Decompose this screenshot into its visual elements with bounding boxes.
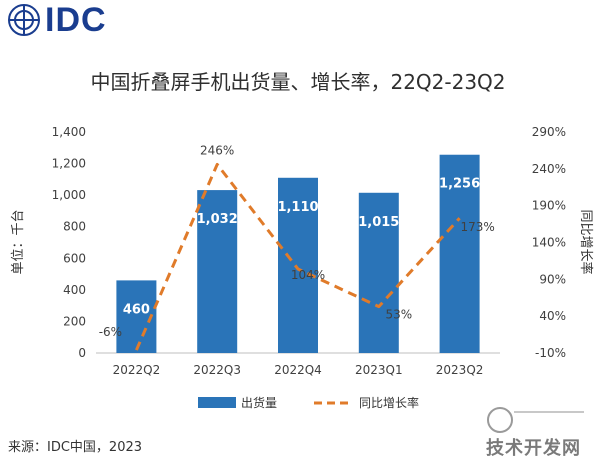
y-tick-label: 600 — [63, 251, 86, 265]
y-tick-label: 0 — [78, 346, 86, 360]
growth-value-label: 246% — [200, 143, 234, 157]
legend-bar-swatch — [198, 397, 236, 408]
x-tick-label: 2023Q1 — [355, 363, 403, 377]
bar-value-label: 1,110 — [277, 200, 318, 215]
idc-logo: IDC — [6, 2, 107, 38]
growth-value-label: 173% — [460, 220, 494, 234]
y2-axis-title: 同比增长率 — [578, 209, 594, 274]
legend-line-label: 同比增长率 — [359, 395, 419, 410]
y2-tick-label: 290% — [532, 125, 566, 139]
y-tick-label: 1,000 — [52, 188, 86, 202]
bar — [358, 192, 399, 353]
legend-bar-label: 出货量 — [241, 395, 277, 410]
x-tick-label: 2022Q2 — [113, 363, 161, 377]
bar — [197, 190, 238, 353]
y2-tick-label: 90% — [539, 272, 566, 286]
bar-value-label: 460 — [123, 302, 150, 317]
bar-value-label: 1,032 — [197, 212, 238, 227]
bar-value-label: 1,015 — [358, 215, 399, 230]
y2-tick-label: -10% — [535, 346, 566, 360]
y-tick-label: 800 — [63, 220, 86, 234]
chart-title: 中国折叠屏手机出货量、增长率，22Q2-23Q2 — [90, 70, 506, 94]
y-tick-label: 400 — [63, 283, 86, 297]
bar — [278, 177, 318, 353]
y-tick-label: 1,400 — [52, 125, 86, 139]
y-axis-title: 单位：千台 — [11, 209, 26, 274]
bar-value-label: 1,256 — [439, 177, 480, 192]
idc-logo-text: IDC — [45, 1, 107, 39]
watermark-text: 技术开发网 — [486, 438, 581, 459]
growth-value-label: 104% — [291, 268, 325, 282]
growth-value-label: 53% — [385, 308, 412, 322]
x-tick-label: 2022Q3 — [193, 363, 241, 377]
idc-logo-mark — [8, 4, 40, 36]
source-note: 来源：IDC中国，2023 — [8, 440, 143, 455]
growth-value-label: -6% — [99, 325, 122, 339]
bar — [439, 154, 480, 353]
watermark: 技术开发网 — [484, 404, 592, 459]
x-tick-label: 2022Q4 — [274, 363, 322, 377]
y2-tick-label: 240% — [532, 162, 566, 176]
y-tick-label: 1,200 — [52, 157, 86, 171]
x-tick-label: 2023Q2 — [436, 363, 484, 377]
watermark-icon — [487, 407, 584, 433]
y2-tick-label: 190% — [532, 199, 566, 213]
y2-tick-label: 140% — [532, 236, 566, 250]
y2-tick-label: 40% — [539, 309, 566, 323]
y-tick-label: 200 — [63, 314, 86, 328]
